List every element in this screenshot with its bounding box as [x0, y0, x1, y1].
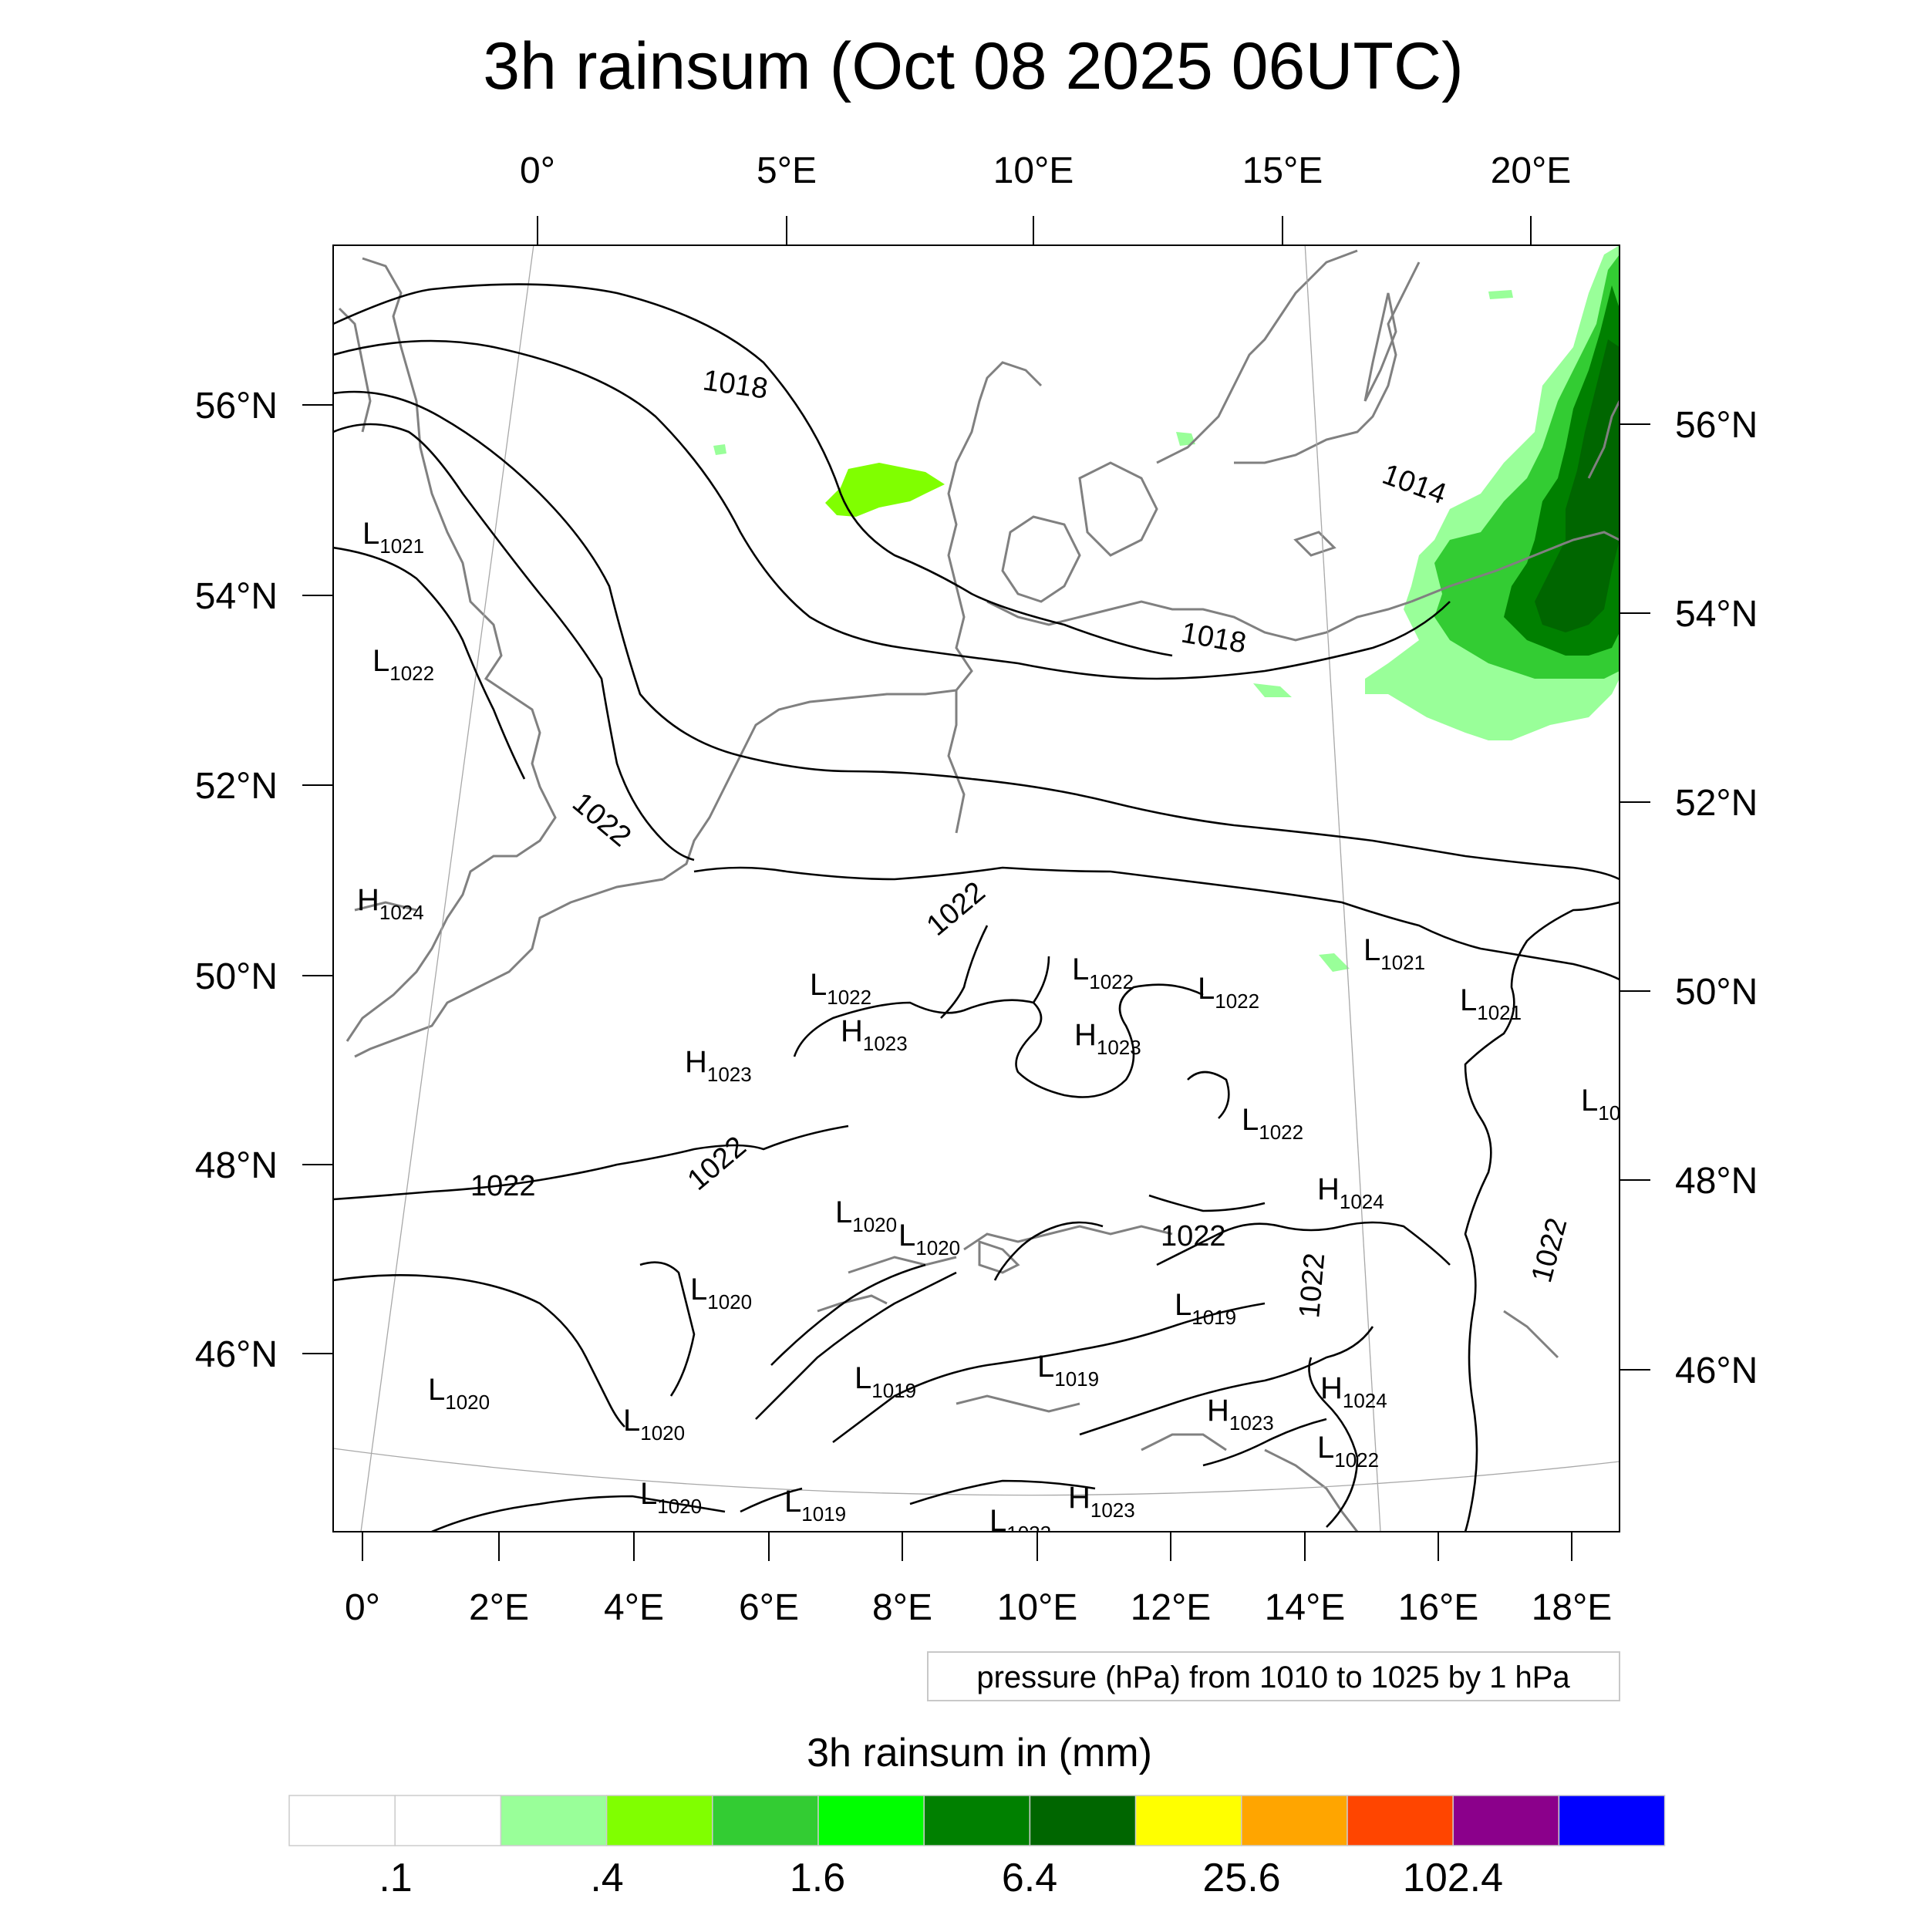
colorbar-box	[1452, 1795, 1560, 1846]
precipitation-field	[713, 245, 1620, 972]
colorbar-box	[1347, 1795, 1454, 1846]
tick-label: 12°E	[1131, 1587, 1212, 1628]
bottom-longitude-labels: 0° 2°E 4°E 6°E 8°E 10°E 12°E 14°E 16°E 1…	[345, 1587, 1612, 1628]
rain-area-dark	[1535, 339, 1620, 632]
tick-label: 20°E	[1491, 150, 1572, 191]
tick-label: 5°E	[757, 150, 817, 191]
map-panel: 1018 1014 1018 1022 1022 1022 1022 1022 …	[332, 244, 1620, 1532]
graticule	[333, 245, 1620, 1532]
contour-label: 1022	[1161, 1220, 1226, 1253]
tick-label: 46°N	[1675, 1350, 1758, 1391]
colorbar-tick-label: 1.6	[790, 1856, 845, 1900]
tick-label: 48°N	[1675, 1161, 1758, 1202]
tick-label: 54°N	[1675, 594, 1758, 635]
map-title: 3h rainsum (Oct 08 2025 06UTC)	[483, 29, 1463, 103]
tick-label: 15°E	[1242, 150, 1323, 191]
tick-label: 52°N	[195, 766, 278, 807]
tick-label: 52°N	[1675, 783, 1758, 824]
tick-label: 8°E	[872, 1587, 932, 1628]
left-latitude-labels: 56°N 54°N 52°N 50°N 48°N 46°N	[195, 386, 278, 1375]
rain-patch	[1253, 683, 1292, 697]
tick-label: 56°N	[1675, 405, 1758, 446]
colorbar-box	[605, 1795, 713, 1846]
right-latitude-labels: 56°N 54°N 52°N 50°N 48°N 46°N	[1675, 405, 1758, 1391]
axis-ticks	[302, 216, 1650, 1561]
top-longitude-labels: 0° 5°E 10°E 15°E 20°E	[520, 150, 1571, 191]
colorbar-box	[923, 1795, 1031, 1846]
colorbar-tick-labels: .1 .4 1.6 6.4 25.6 102.4	[379, 1856, 1503, 1900]
tick-label: 14°E	[1265, 1587, 1346, 1628]
colorbar-tick-label: .1	[379, 1856, 412, 1900]
colorbar-box	[288, 1795, 396, 1846]
colorbar-tick-label: 25.6	[1202, 1856, 1280, 1900]
tick-label: 50°N	[1675, 972, 1758, 1013]
colorbar-box	[817, 1795, 925, 1846]
tick-label: 48°N	[195, 1145, 278, 1186]
tick-label: 6°E	[739, 1587, 799, 1628]
contour-label: 1022	[470, 1170, 536, 1202]
colorbar-box	[394, 1795, 502, 1846]
tick-label: 0°	[345, 1587, 380, 1628]
colorbar-box	[1029, 1795, 1137, 1846]
coastlines	[338, 249, 1620, 1532]
rain-patch	[1488, 290, 1513, 299]
colorbar-box	[1134, 1795, 1242, 1846]
colorbar-title: 3h rainsum in (mm)	[807, 1731, 1152, 1775]
pressure-note: pressure (hPa) from 1010 to 1025 by 1 hP…	[976, 1661, 1570, 1694]
tick-label: 16°E	[1398, 1587, 1479, 1628]
map-border	[332, 244, 1620, 1532]
rain-area-jutland	[825, 463, 945, 517]
colorbar-box	[1241, 1795, 1348, 1846]
isobars	[333, 283, 1620, 1532]
colorbar: 3h rainsum in (mm) .1 .4 1.6 6.4 25.6 10…	[288, 1731, 1666, 1900]
colorbar-box	[1558, 1795, 1666, 1846]
colorbar-tick-label: 6.4	[1002, 1856, 1057, 1900]
colorbar-box	[500, 1795, 608, 1846]
tick-label: 0°	[520, 150, 555, 191]
pressure-note-box: pressure (hPa) from 1010 to 1025 by 1 hP…	[927, 1651, 1620, 1701]
rain-patch	[1176, 432, 1195, 446]
contour-label: 1022	[1293, 1252, 1331, 1320]
tick-label: 2°E	[469, 1587, 529, 1628]
colorbar-boxes	[288, 1795, 1666, 1846]
colorbar-tick-label: 102.4	[1403, 1856, 1503, 1900]
tick-label: 18°E	[1532, 1587, 1613, 1628]
tick-label: 56°N	[195, 386, 278, 427]
tick-label: 10°E	[997, 1587, 1078, 1628]
tick-label: 46°N	[195, 1334, 278, 1375]
low-pressure-center: L1022	[1242, 1103, 1303, 1144]
tick-label: 54°N	[195, 576, 278, 617]
tick-label: 10°E	[993, 150, 1074, 191]
tick-label: 4°E	[604, 1587, 664, 1628]
colorbar-tick-label: .4	[590, 1856, 623, 1900]
rain-patch	[1319, 953, 1350, 972]
colorbar-box	[712, 1795, 819, 1846]
rain-patch	[713, 444, 726, 455]
tick-label: 50°N	[195, 956, 278, 997]
